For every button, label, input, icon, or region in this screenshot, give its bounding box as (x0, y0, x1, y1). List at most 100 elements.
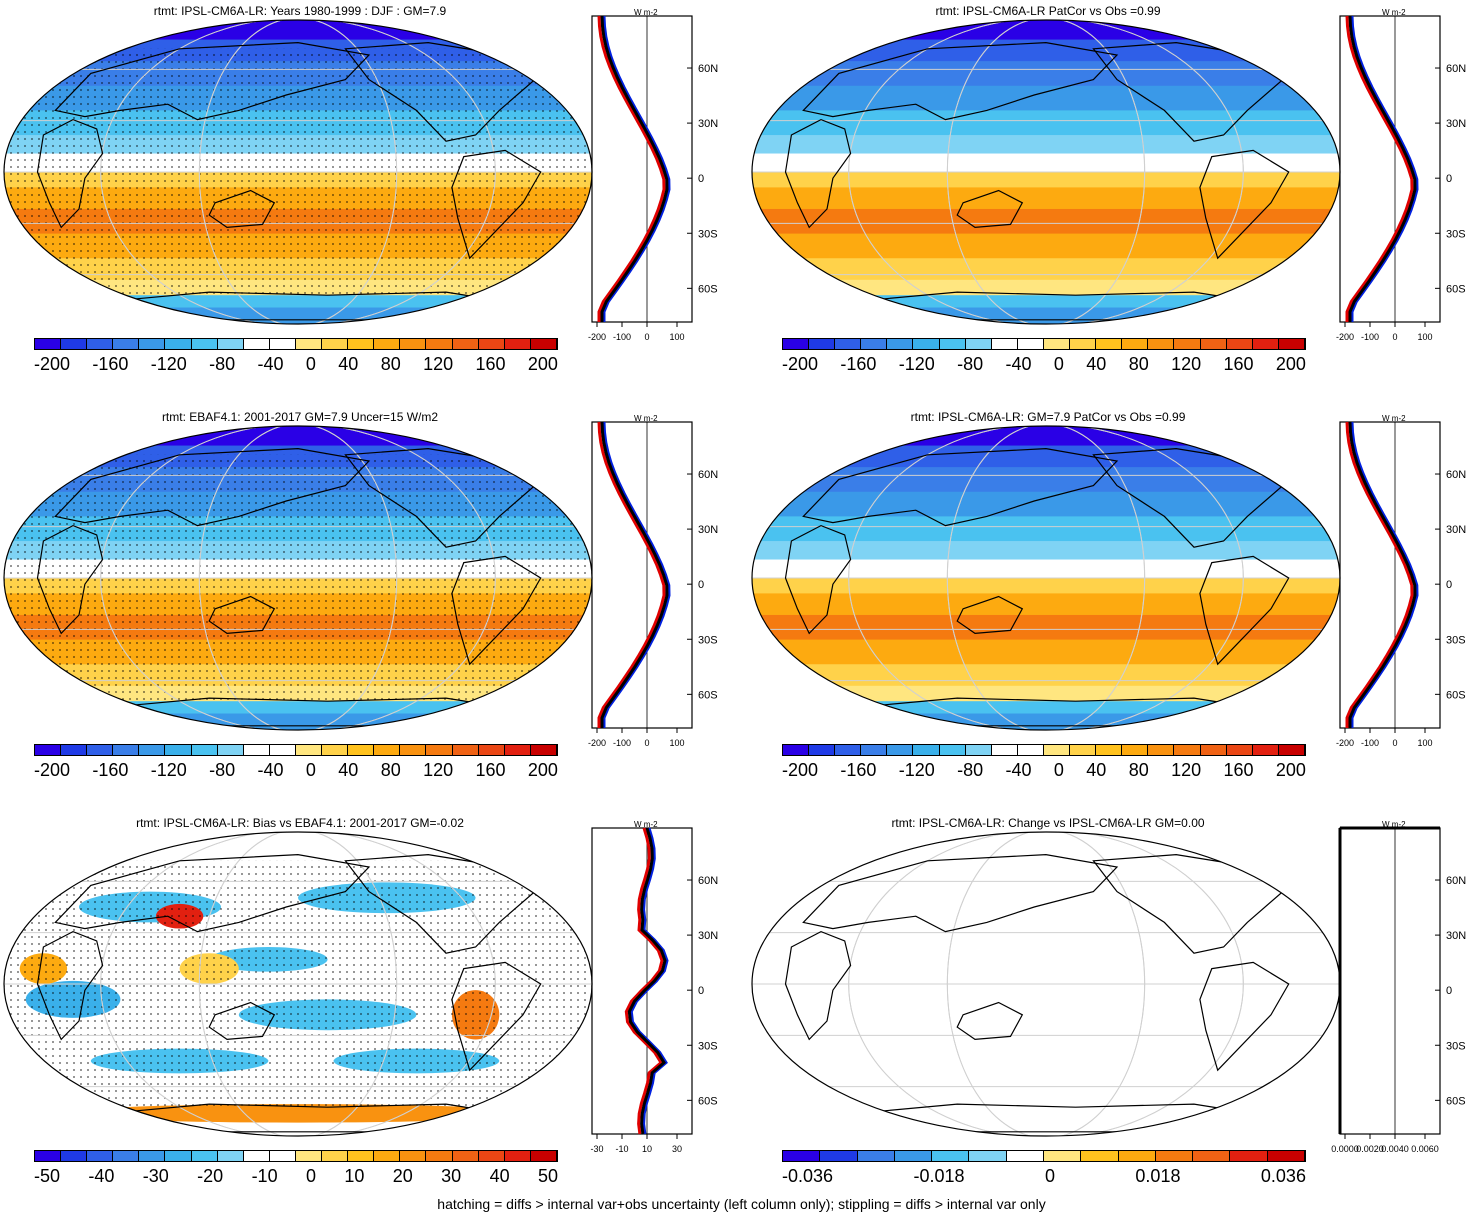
colorbar-tick-label: -10 (251, 1166, 278, 1186)
colorbar-swatch (965, 745, 992, 755)
colorbar-swatch (783, 339, 810, 349)
colorbar-swatch (478, 745, 505, 755)
color-band (752, 664, 1340, 687)
zonal-tick-label: 0 (1392, 738, 1397, 748)
colorbar-tick-label: 120 (423, 760, 454, 780)
mean-profile-line (1348, 421, 1417, 728)
zonal-unit-label: W m-2 (1382, 414, 1406, 423)
zonal-tick-label: -10 (615, 1144, 628, 1154)
zonal-tick-label: 0 (644, 738, 649, 748)
colorbar-swatch (1017, 745, 1044, 755)
bias-blob (61, 1104, 535, 1123)
zonal-tick-label: 0 (644, 332, 649, 342)
colorbar-tick-label: -200 (34, 760, 71, 780)
colorbar-tick-label: -120 (898, 760, 935, 780)
colorbar-swatch (530, 339, 557, 349)
colorbar-swatch (1081, 1151, 1119, 1161)
colorbar-swatch (452, 339, 479, 349)
color-band (4, 701, 592, 715)
latitude-tick-label: 30N (1446, 118, 1466, 130)
colorbar-swatch (530, 1151, 557, 1161)
coastline (802, 41, 1119, 121)
zonal-tick-label: 0.0020 (1356, 1144, 1384, 1154)
colorbar (34, 1150, 558, 1162)
panel-title: rtmt: IPSL-CM6A-LR: Bias vs EBAF4.1: 200… (136, 816, 464, 830)
zonal-tick-label: -200 (1336, 332, 1354, 342)
latitude-tick-label: 30S (1446, 634, 1466, 646)
coastline (208, 1001, 276, 1041)
colorbar-swatch (1096, 339, 1123, 349)
latitude-tick-label: 60S (698, 689, 718, 701)
colorbar-swatch (348, 745, 375, 755)
colorbar-tick-label: -160 (840, 354, 877, 374)
coastline (802, 853, 1119, 933)
latitude-tick-label: 30S (698, 1040, 718, 1052)
zonal-tick-label: 0.0000 (1331, 1144, 1359, 1154)
model-profile-line (602, 421, 671, 728)
obs-profile-line (597, 421, 666, 728)
colorbar-tick-label: 40 (1086, 354, 1107, 374)
colorbar-tick-label: 200 (527, 760, 558, 780)
colorbar-swatch (820, 1151, 858, 1161)
colorbar-swatch (217, 1151, 244, 1161)
zonal-mean-plot: W m-2 60N 30N 0 30S 60S -200 -100 0 100 (588, 414, 718, 748)
colorbar-swatch (374, 339, 401, 349)
coastline (54, 447, 371, 527)
latitude-tick-label: 30S (698, 634, 718, 646)
zonal-mean-plot: W m-2 60N 30N 0 30S 60S -30 -10 10 30 (590, 820, 718, 1154)
zonal-mean-plot: W m-2 60N 30N 0 30S 60S -200 -100 0 100 (588, 8, 718, 342)
color-band (752, 491, 1340, 518)
colorbar (782, 1150, 1306, 1162)
colorbar-swatch (295, 745, 323, 755)
latitude-tick-label: 60N (698, 469, 718, 481)
colorbar-swatch (191, 1151, 218, 1161)
colorbar-swatch (1200, 745, 1227, 755)
colorbar-swatch (374, 1151, 401, 1161)
colorbar-swatch (783, 745, 810, 755)
color-band (4, 426, 592, 447)
coastline (1092, 41, 1284, 142)
colorbar-swatch (913, 745, 940, 755)
color-band (752, 307, 1340, 324)
colorbar-tick-label: 80 (1128, 760, 1149, 780)
color-band (752, 135, 1340, 155)
coastline (54, 853, 371, 933)
color-band (752, 295, 1340, 309)
colorbar-tick-label: -160 (840, 760, 877, 780)
colorbar-swatch (1174, 339, 1201, 349)
color-band (4, 307, 592, 324)
colorbar-labels: -200 -160 -120 -80 -40 0 40 80 120 160 200 (782, 354, 1306, 375)
colorbar-swatch (1252, 339, 1279, 349)
zonal-tick-label: 0.0060 (1411, 1144, 1439, 1154)
colorbar-swatch (348, 339, 375, 349)
color-band (752, 685, 1340, 703)
colorbar-swatch (857, 1151, 895, 1161)
colorbar-swatch (295, 339, 323, 349)
colorbar-swatch (35, 339, 62, 349)
colorbar-labels: -200 -160 -120 -80 -40 0 40 80 120 160 200 (34, 760, 558, 781)
colorbar-swatch (991, 339, 1018, 349)
colorbar-swatch (504, 745, 531, 755)
colorbar-swatch (1193, 1151, 1231, 1161)
colorbar-swatch (913, 339, 940, 349)
coastline (784, 524, 852, 635)
zonal-tick-label: -200 (588, 738, 606, 748)
colorbar-swatch (374, 745, 401, 755)
colorbar (34, 338, 558, 350)
colorbar-swatch (165, 745, 192, 755)
color-band (752, 110, 1340, 137)
model-profile-line (1350, 421, 1419, 728)
obs-profile-line (1345, 15, 1414, 322)
colorbar-swatch (1226, 745, 1253, 755)
colorbar-swatch (452, 1151, 479, 1161)
colorbar-tick-label: 30 (441, 1166, 462, 1186)
colorbar-tick-label: 0 (305, 1166, 316, 1186)
coastline (956, 189, 1024, 229)
colorbar-swatch (217, 745, 244, 755)
map-panel: rtmt: IPSL-CM6A-LR PatCor vs Obs =0.99 -2… (748, 0, 1483, 400)
latitude-tick-label: 60S (698, 283, 718, 295)
colorbar-swatch (61, 339, 88, 349)
colorbar-swatch (809, 745, 836, 755)
colorbar-swatch (1017, 339, 1044, 349)
colorbar-tick-label: 40 (338, 354, 359, 374)
